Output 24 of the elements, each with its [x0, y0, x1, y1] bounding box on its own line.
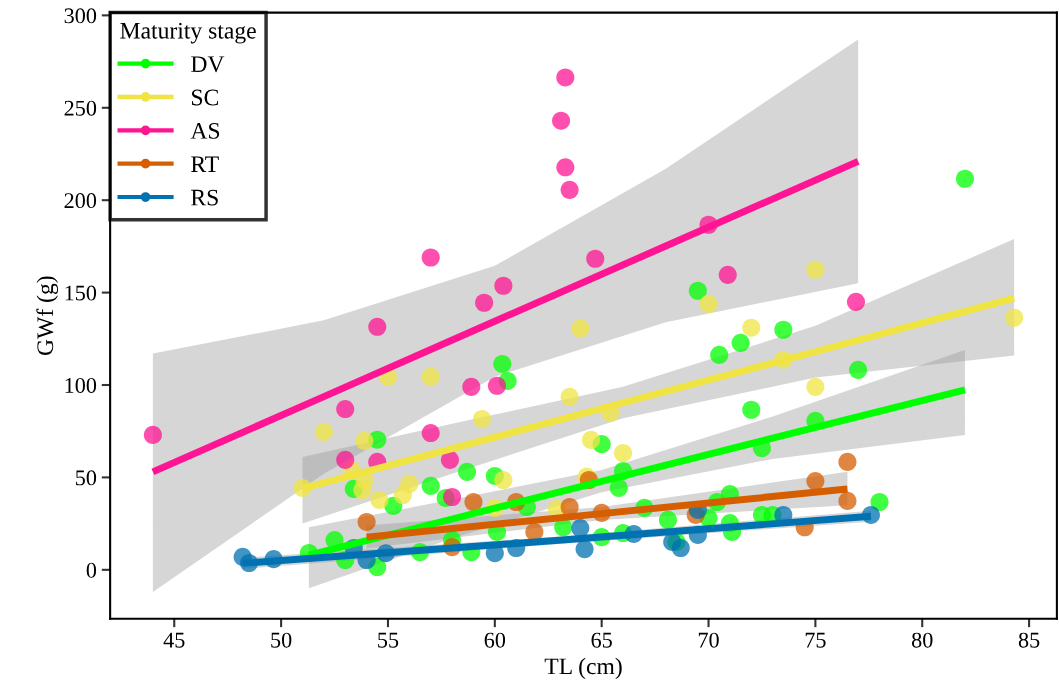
y-tick-label: 250	[64, 100, 97, 116]
legend-label: AS	[190, 122, 220, 139]
x-axis-title: TL (cm)	[544, 657, 622, 680]
y-tick-label: 100	[65, 377, 97, 393]
x-tick-label: 85	[1018, 632, 1040, 648]
x-tick-label: 60	[484, 632, 506, 648]
x-tick-label: 45	[163, 632, 185, 648]
y-tick-label: 300	[64, 8, 97, 24]
y-tick-label: 150	[65, 285, 97, 301]
x-tick-label: 55	[378, 632, 399, 648]
legend-label: RT	[191, 156, 219, 172]
x-tick-label: 50	[271, 632, 292, 648]
y-tick-label: 200	[64, 193, 97, 209]
legend-label: RS	[191, 189, 218, 206]
y-tick-label: 50	[76, 470, 97, 486]
x-tick-label: 75	[805, 632, 826, 648]
x-tick-label: 80	[911, 632, 933, 648]
y-tick-label: 0	[86, 562, 97, 578]
x-tick-label: 65	[591, 632, 612, 648]
legend-label: DV	[191, 56, 225, 73]
legend-title: Maturity stage	[120, 22, 256, 44]
legend-label: SC	[191, 89, 218, 106]
x-tick-label: 70	[698, 632, 719, 648]
y-axis-title: GWf (g)	[36, 276, 59, 356]
